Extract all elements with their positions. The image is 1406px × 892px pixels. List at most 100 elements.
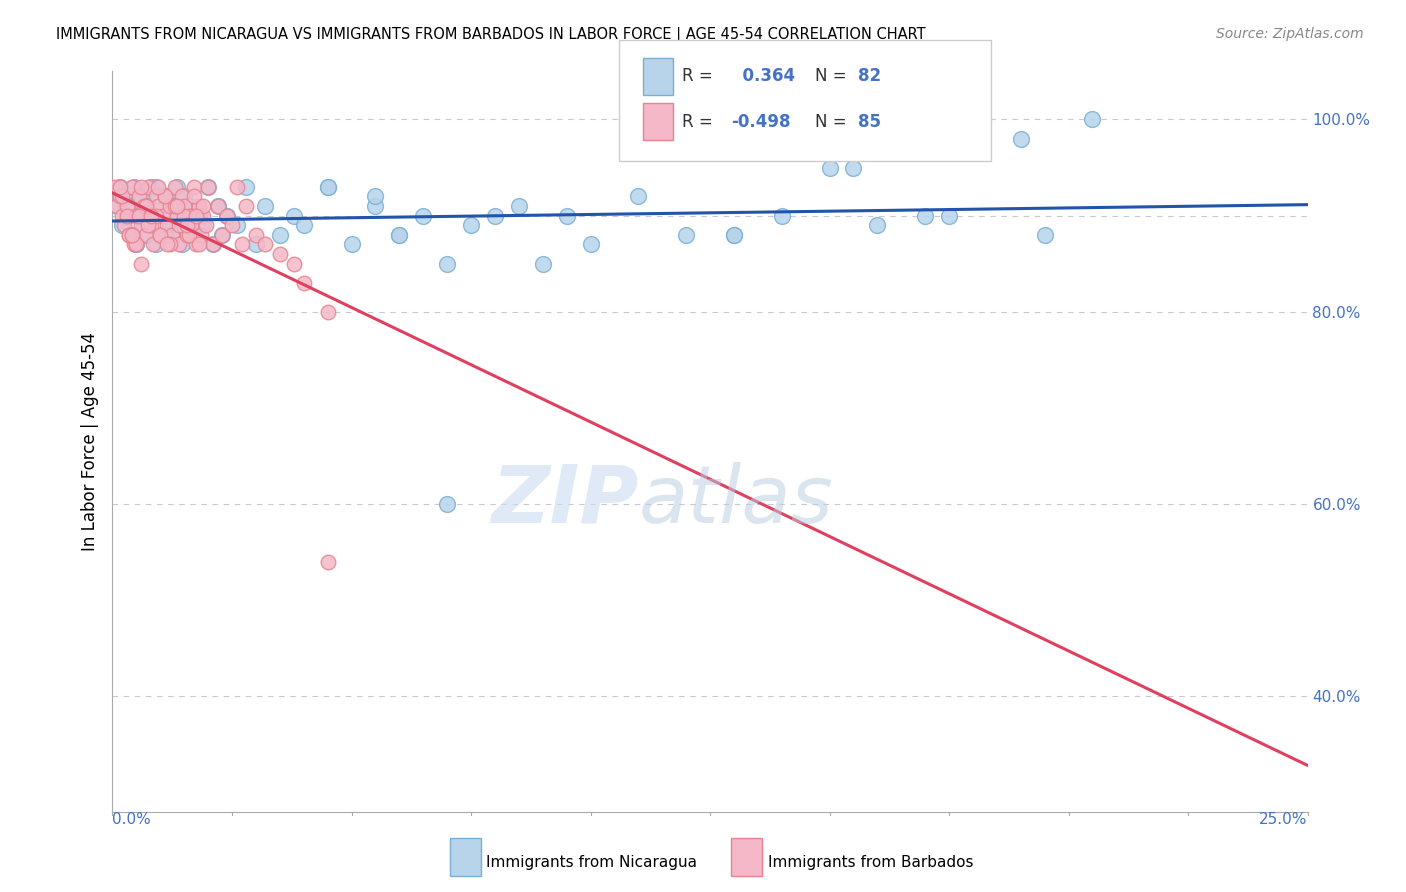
Point: [145, 209, 167, 223]
Point: [108, 179, 131, 194]
Point: [152, 209, 174, 223]
Point: [388, 227, 411, 242]
Point: [121, 227, 143, 242]
Point: [627, 189, 650, 203]
Point: [121, 227, 143, 242]
Point: [183, 209, 205, 223]
Point: [217, 209, 239, 223]
Point: [156, 189, 179, 203]
Point: [139, 209, 162, 223]
Text: 82: 82: [858, 67, 880, 85]
Point: [166, 199, 188, 213]
Point: [316, 555, 339, 569]
Point: [129, 179, 152, 194]
Point: [152, 227, 174, 242]
Point: [364, 199, 387, 213]
Point: [129, 218, 152, 232]
Point: [108, 179, 131, 194]
Point: [142, 209, 165, 223]
Point: [118, 199, 141, 213]
Point: [125, 209, 148, 223]
Point: [138, 179, 160, 194]
Point: [193, 209, 215, 223]
Point: [177, 227, 200, 242]
Point: [842, 161, 865, 175]
Point: [173, 189, 195, 203]
Point: [269, 247, 291, 261]
Text: R =: R =: [682, 67, 713, 85]
Point: [128, 189, 150, 203]
Point: [245, 237, 267, 252]
Point: [163, 199, 186, 213]
Point: [121, 227, 143, 242]
Point: [170, 237, 193, 252]
Point: [111, 209, 134, 223]
Point: [128, 209, 150, 223]
Point: [169, 237, 191, 252]
Point: [139, 218, 162, 232]
Point: [170, 189, 193, 203]
Point: [1081, 112, 1104, 127]
Point: [149, 199, 172, 213]
Point: [166, 209, 188, 223]
Point: [139, 179, 162, 194]
Point: [866, 218, 889, 232]
Point: [115, 209, 138, 223]
Point: [153, 189, 176, 203]
Point: [675, 227, 697, 242]
Point: [938, 209, 960, 223]
Point: [173, 199, 195, 213]
Point: [245, 227, 267, 242]
Point: [163, 199, 186, 213]
Point: [118, 227, 141, 242]
Point: [149, 227, 172, 242]
Point: [269, 227, 291, 242]
Point: [163, 179, 186, 194]
Point: [197, 179, 219, 194]
Point: [177, 199, 200, 213]
Point: [283, 209, 305, 223]
Point: [292, 276, 315, 290]
Text: N =: N =: [815, 67, 846, 85]
Point: [132, 199, 155, 213]
Point: [153, 227, 176, 242]
Point: [132, 218, 155, 232]
Point: [129, 257, 152, 271]
Point: [723, 227, 745, 242]
Point: [135, 209, 157, 223]
Point: [114, 218, 135, 232]
Point: [138, 218, 160, 232]
Point: [531, 257, 554, 271]
Point: [159, 237, 181, 252]
Point: [108, 189, 131, 203]
Point: [176, 218, 198, 232]
Text: 0.364: 0.364: [731, 67, 796, 85]
Point: [221, 218, 243, 232]
Point: [177, 209, 200, 223]
Point: [139, 209, 162, 223]
Point: [187, 209, 209, 223]
Point: [194, 218, 217, 232]
Point: [187, 237, 209, 252]
Point: [292, 218, 315, 232]
Point: [555, 209, 578, 223]
Point: [104, 179, 127, 194]
Point: [166, 179, 188, 194]
Point: [145, 179, 167, 194]
Point: [197, 179, 219, 194]
Point: [153, 209, 176, 223]
Point: [1010, 131, 1032, 145]
Point: [225, 179, 247, 194]
Text: Immigrants from Barbados: Immigrants from Barbados: [768, 855, 973, 870]
Point: [156, 237, 179, 252]
Point: [201, 237, 224, 252]
Point: [183, 227, 205, 242]
Point: [105, 199, 128, 213]
Point: [231, 237, 253, 252]
Point: [128, 209, 150, 223]
Y-axis label: In Labor Force | Age 45-54: In Labor Force | Age 45-54: [80, 332, 98, 551]
Point: [211, 227, 233, 242]
Point: [180, 218, 202, 232]
Point: [115, 199, 138, 213]
Point: [176, 227, 198, 242]
